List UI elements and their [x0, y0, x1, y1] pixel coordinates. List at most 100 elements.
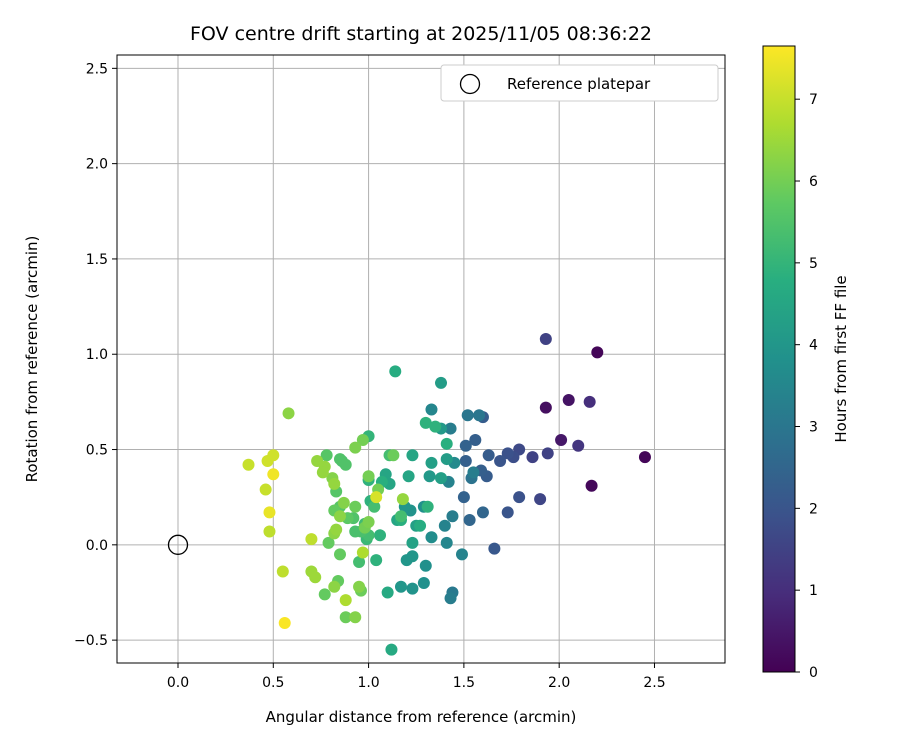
data-point — [368, 500, 381, 513]
data-point — [482, 449, 495, 462]
data-point — [305, 533, 318, 546]
data-point — [414, 519, 427, 532]
x-tick-label: 0.0 — [167, 675, 189, 691]
data-point — [583, 395, 596, 408]
reference-platepar-marker — [167, 534, 189, 555]
colorbar-tick-label: 0 — [809, 665, 818, 681]
data-point — [446, 510, 459, 523]
data-point — [425, 403, 438, 416]
data-point — [539, 332, 552, 345]
y-tick-label: 1.5 — [86, 252, 108, 268]
data-point — [459, 454, 472, 467]
x-tick-label: 1.0 — [357, 675, 379, 691]
colorbar: 0 1 2 3 4 5 6 7 Hours from first FF file — [762, 45, 850, 681]
data-point — [349, 525, 362, 538]
colorbar-tick-label: 3 — [809, 420, 818, 436]
data-point — [467, 466, 480, 479]
data-point — [638, 451, 651, 464]
data-point — [419, 416, 432, 429]
data-point — [330, 523, 343, 536]
data-point — [322, 536, 335, 549]
data-point — [353, 580, 366, 593]
data-point — [406, 582, 419, 595]
data-point — [374, 529, 387, 542]
data-point — [320, 449, 333, 462]
data-point — [591, 346, 604, 359]
data-point — [555, 434, 568, 447]
data-point — [473, 409, 486, 422]
data-point — [370, 554, 383, 567]
colorbar-tick-label: 2 — [809, 501, 818, 517]
data-point — [263, 506, 276, 519]
y-axis-ticks: −0.5 0.0 0.5 1.0 1.5 2.0 2.5 — [74, 61, 117, 649]
data-point — [541, 447, 554, 460]
data-point — [263, 525, 276, 538]
data-point — [406, 536, 419, 549]
data-point — [444, 592, 457, 605]
data-point — [494, 454, 507, 467]
data-point — [267, 468, 280, 481]
data-point — [349, 441, 362, 454]
data-point — [267, 449, 280, 462]
data-point — [356, 546, 369, 559]
data-point — [370, 491, 383, 504]
data-point — [259, 483, 272, 496]
data-point — [328, 477, 341, 490]
data-point — [328, 580, 341, 593]
data-point — [353, 555, 366, 568]
data-point — [562, 393, 575, 406]
data-point — [440, 437, 453, 450]
data-point — [534, 493, 547, 506]
data-point — [406, 449, 419, 462]
data-point — [444, 422, 457, 435]
data-point — [389, 365, 402, 378]
gridlines — [117, 55, 725, 663]
data-point — [423, 470, 436, 483]
data-point — [429, 420, 442, 433]
data-point — [394, 580, 407, 593]
data-point — [339, 611, 352, 624]
legend-marker-icon — [459, 73, 481, 95]
data-point — [278, 616, 291, 629]
data-point — [421, 500, 434, 513]
y-tick-label: 2.0 — [86, 157, 108, 173]
data-point — [316, 466, 329, 479]
data-point — [333, 548, 346, 561]
data-point — [425, 456, 438, 469]
colorbar-tick-label: 1 — [809, 583, 818, 599]
colorbar-tick-label: 4 — [809, 338, 818, 354]
data-point — [417, 576, 430, 589]
colorbar-tick-label: 6 — [809, 174, 818, 190]
y-tick-label: 0.5 — [86, 443, 108, 459]
data-point — [455, 548, 468, 561]
data-point — [572, 439, 585, 452]
colorbar-tick-label: 7 — [809, 92, 818, 108]
y-tick-label: 2.5 — [86, 61, 108, 77]
plot-frame — [116, 54, 726, 664]
data-point — [356, 434, 369, 447]
data-point — [501, 506, 514, 519]
data-point — [381, 586, 394, 599]
x-axis-label: Angular distance from reference (arcmin) — [266, 708, 577, 726]
data-point — [282, 407, 295, 420]
data-point — [362, 515, 375, 528]
x-tick-label: 2.0 — [548, 675, 570, 691]
data-point — [387, 449, 400, 462]
y-tick-label: 1.0 — [86, 347, 108, 363]
data-point — [526, 451, 539, 464]
data-point — [435, 472, 448, 485]
legend-label: Reference platepar — [507, 75, 651, 93]
legend-box — [440, 64, 719, 102]
data-point — [457, 491, 470, 504]
data-point — [276, 565, 289, 578]
data-point — [402, 470, 415, 483]
data-point — [440, 536, 453, 549]
x-tick-label: 1.5 — [453, 675, 475, 691]
data-point — [501, 447, 514, 460]
data-point — [406, 550, 419, 563]
data-point — [349, 500, 362, 513]
data-point — [318, 588, 331, 601]
data-point — [419, 559, 432, 572]
data-point — [539, 401, 552, 414]
